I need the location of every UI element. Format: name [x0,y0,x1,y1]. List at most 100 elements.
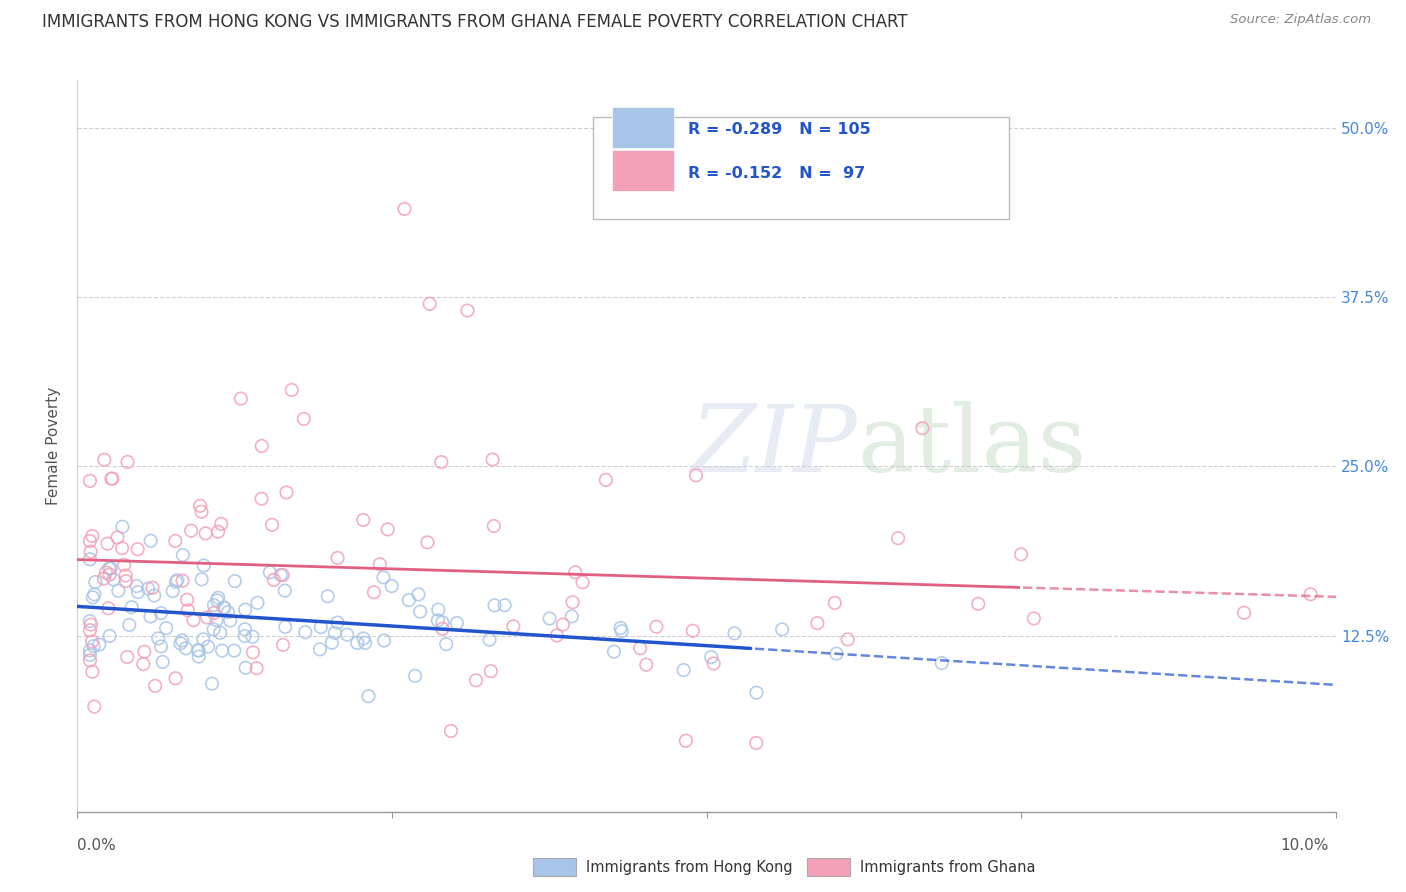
Point [162,584,184,599]
Point [172,574,194,588]
Point [205,593,228,607]
Point [352,632,374,646]
Point [149,606,172,620]
Point [229,392,252,406]
Point [377,523,399,537]
Point [274,620,297,634]
Point [675,733,697,747]
Point [112,558,135,572]
Point [183,613,205,627]
Point [139,533,162,548]
Point [363,585,385,599]
Point [911,421,934,435]
Point [136,582,159,596]
Point [121,600,143,615]
Point [368,558,391,572]
Point [117,650,139,665]
Point [346,636,368,650]
Point [211,643,233,657]
Point [1010,547,1032,561]
Point [127,542,149,557]
Point [172,633,194,648]
Point [242,630,264,644]
Point [107,583,129,598]
Point [148,632,170,646]
Point [309,620,332,634]
Point [723,626,745,640]
Point [111,541,134,556]
Point [280,383,302,397]
Point [115,574,138,588]
Point [187,643,209,657]
Point [235,661,257,675]
Point [538,611,561,625]
Point [165,574,187,589]
Point [465,673,488,688]
Point [217,605,239,619]
Point [432,622,454,636]
FancyBboxPatch shape [593,117,1008,219]
Point [373,570,395,584]
Point [197,640,219,654]
Text: Source: ZipAtlas.com: Source: ZipAtlas.com [1230,13,1371,27]
Point [94,566,117,580]
Text: 10.0%: 10.0% [1281,838,1329,853]
Point [603,645,626,659]
Point [93,572,115,586]
Point [645,620,668,634]
Point [111,520,134,534]
Point [205,613,228,627]
Point [83,639,105,653]
Point [398,593,420,607]
Point [79,614,101,628]
Point [214,600,236,615]
Point [79,534,101,549]
Point [202,606,225,620]
Point [373,633,395,648]
Point [152,655,174,669]
Text: R = -0.152   N =  97: R = -0.152 N = 97 [688,166,865,181]
Point [276,485,298,500]
Point [478,632,501,647]
Point [79,643,101,657]
Point [209,625,232,640]
Point [134,645,156,659]
Point [263,573,285,587]
Point [274,583,297,598]
Point [419,297,441,311]
Point [193,632,215,647]
Point [212,600,235,615]
Point [202,623,225,637]
Point [394,202,416,216]
Point [166,573,188,587]
Point [233,629,256,643]
Point [494,598,516,612]
Point [636,657,658,672]
Point [114,568,136,582]
Point [209,516,232,531]
Point [101,472,124,486]
Point [93,452,115,467]
Point [245,661,267,675]
Text: Immigrants from Ghana: Immigrants from Ghana [860,860,1036,874]
FancyBboxPatch shape [612,151,673,192]
FancyBboxPatch shape [612,107,673,147]
Point [357,689,380,703]
Point [103,573,125,587]
Point [190,505,212,519]
Point [97,601,120,615]
Point [609,621,631,635]
Point [502,619,524,633]
Point [700,650,723,665]
Point [595,473,617,487]
Point [745,736,768,750]
Point [107,530,129,544]
Text: Immigrants from Hong Kong: Immigrants from Hong Kong [586,860,793,874]
Point [79,544,101,558]
Point [1299,587,1322,601]
Point [127,585,149,599]
Point [80,617,103,632]
Point [84,574,107,589]
Point [434,637,457,651]
Point [188,499,211,513]
